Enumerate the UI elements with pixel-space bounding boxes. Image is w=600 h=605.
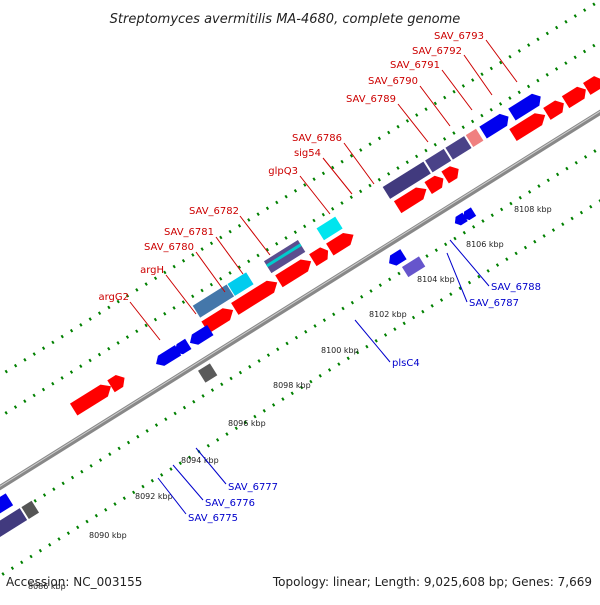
leader-glpQ3 — [299, 175, 331, 215]
feature-block-SAV_6791[interactable] — [445, 136, 472, 160]
leader-SAV_6776 — [172, 464, 204, 501]
leader-SAV_6777 — [195, 447, 227, 485]
tick-row-outer-forward — [0, 0, 600, 444]
gene-arrow-forward[interactable] — [561, 84, 590, 109]
gene-label-reverse[interactable]: SAV_6775 — [188, 513, 238, 524]
gene-arrow-forward[interactable] — [231, 276, 281, 315]
feature-block-SAV_6792[interactable] — [465, 128, 484, 147]
gene-label-forward[interactable]: glpQ3 — [268, 166, 298, 177]
feature-block-plsC4[interactable] — [401, 256, 426, 278]
gene-label-forward[interactable]: SAV_6781 — [164, 227, 214, 238]
leader-SAV_6781 — [215, 236, 244, 275]
backbone-line — [0, 64, 600, 536]
leader-sig54 — [322, 157, 353, 195]
genome-summary-text: Topology: linear; Length: 9,025,608 bp; … — [272, 575, 592, 589]
tick-row-outer-reverse — [0, 139, 600, 588]
gene-label-forward[interactable]: sig54 — [294, 148, 321, 159]
leader-SAV_6792 — [463, 54, 493, 96]
leader-plsC4 — [354, 319, 391, 363]
gene-arrow-forward[interactable] — [509, 109, 549, 142]
feature-block-glpQ3[interactable] — [316, 216, 343, 241]
leader-SAV_6780 — [195, 251, 226, 293]
kbp-label: 8096 kbp — [228, 419, 266, 428]
kbp-label: 8086 kbp — [28, 582, 66, 591]
gene-label-forward[interactable]: SAV_6782 — [189, 206, 239, 217]
kbp-label: 8094 kbp — [181, 456, 219, 465]
kbp-label: 8098 kbp — [273, 381, 311, 390]
gene-label-forward[interactable]: SAV_6791 — [390, 60, 440, 71]
map-title: Streptomyces avermitilis MA-4680, comple… — [110, 12, 461, 27]
feature-block-argG2[interactable] — [192, 284, 235, 318]
leader-SAV_6788 — [449, 239, 490, 287]
gene-label-forward[interactable]: argH — [140, 265, 164, 276]
leader-SAV_6786 — [343, 142, 375, 185]
gene-label-forward[interactable]: SAV_6786 — [292, 133, 342, 144]
leader-SAV_6791 — [441, 69, 473, 111]
gene-arrow-forward[interactable] — [201, 304, 236, 334]
feature-block-SAV_6776[interactable] — [198, 363, 218, 383]
gene-arrow-forward[interactable] — [275, 255, 315, 288]
feature-block-argH[interactable] — [227, 272, 254, 296]
gene-arrow-forward[interactable] — [309, 245, 332, 267]
feature-block-SAV_6790[interactable] — [425, 148, 452, 173]
leader-SAV_6787 — [446, 252, 468, 303]
kbp-label: 8100 kbp — [321, 346, 359, 355]
kbp-label: 8090 kbp — [89, 531, 127, 540]
feature-block-outer-forward[interactable] — [508, 91, 544, 121]
leader-SAV_6782 — [239, 215, 271, 256]
leader-SAV_6790 — [419, 85, 451, 127]
backbone-highlight — [0, 65, 600, 533]
gene-arrow-reverse[interactable] — [386, 249, 407, 268]
kbp-label: 8102 kbp — [369, 310, 407, 319]
tick-row-inner-forward — [0, 25, 600, 473]
gene-label-forward[interactable]: SAV_6792 — [412, 46, 462, 57]
gene-arrow-reverse[interactable] — [153, 345, 182, 369]
gene-arrow-forward[interactable] — [424, 173, 447, 195]
gene-arrow-reverse[interactable] — [172, 338, 192, 358]
kbp-label: 8106 kbp — [466, 240, 504, 249]
gene-arrow-forward[interactable] — [441, 163, 462, 184]
feature-block-reverse[interactable] — [0, 508, 28, 543]
leader-SAV_6793 — [485, 39, 518, 83]
gene-arrow-forward[interactable] — [393, 183, 430, 214]
gene-arrow-reverse[interactable] — [0, 493, 14, 520]
reverse-leaders — [157, 239, 490, 515]
gene-label-reverse[interactable]: SAV_6777 — [228, 482, 278, 493]
gene-arrow-reverse[interactable] — [461, 207, 477, 222]
kbp-label: 8092 kbp — [135, 492, 173, 501]
gene-arrow-forward[interactable] — [583, 74, 600, 95]
forward-labels: argG2 argH SAV_6780 SAV_6781 SAV_6782 gl… — [98, 31, 484, 303]
gene-arrow-reverse[interactable] — [187, 325, 214, 348]
leader-SAV_6789 — [397, 103, 429, 143]
gene-label-reverse[interactable]: SAV_6787 — [469, 298, 519, 309]
gene-label-reverse[interactable]: SAV_6788 — [491, 282, 541, 293]
gene-arrow-forward[interactable] — [326, 229, 357, 256]
feature-block-SAV_6789[interactable] — [382, 161, 431, 199]
feature-block-outer-forward[interactable] — [479, 111, 512, 139]
gene-arrow-forward[interactable] — [107, 372, 128, 393]
leader-argG2 — [129, 301, 161, 341]
gene-label-reverse[interactable]: SAV_6776 — [205, 498, 255, 509]
gene-label-forward[interactable]: SAV_6793 — [434, 31, 484, 42]
gene-label-reverse[interactable]: plsC4 — [392, 358, 420, 369]
gene-arrow-forward[interactable] — [69, 380, 115, 416]
feature-block-SAV_6782-stripe — [266, 243, 302, 268]
feature-block-reverse[interactable] — [21, 500, 40, 519]
accession-text: Accession: NC_003155 — [6, 575, 142, 589]
gene-arrow-forward[interactable] — [543, 97, 567, 120]
leader-SAV_6775 — [157, 477, 187, 515]
gene-label-forward[interactable]: argG2 — [98, 292, 129, 303]
gene-label-forward[interactable]: SAV_6780 — [144, 242, 194, 253]
kbp-label: 8108 kbp — [514, 205, 552, 214]
gene-label-forward[interactable]: SAV_6790 — [368, 76, 418, 87]
reverse-labels: SAV_6775 SAV_6776 SAV_6777 plsC4 SAV_678… — [188, 282, 541, 524]
leader-argH — [165, 274, 197, 315]
gene-label-forward[interactable]: SAV_6789 — [346, 94, 396, 105]
kbp-label: 8104 kbp — [417, 275, 455, 284]
gene-arrow-reverse[interactable] — [452, 212, 468, 228]
forward-leaders — [129, 39, 518, 341]
